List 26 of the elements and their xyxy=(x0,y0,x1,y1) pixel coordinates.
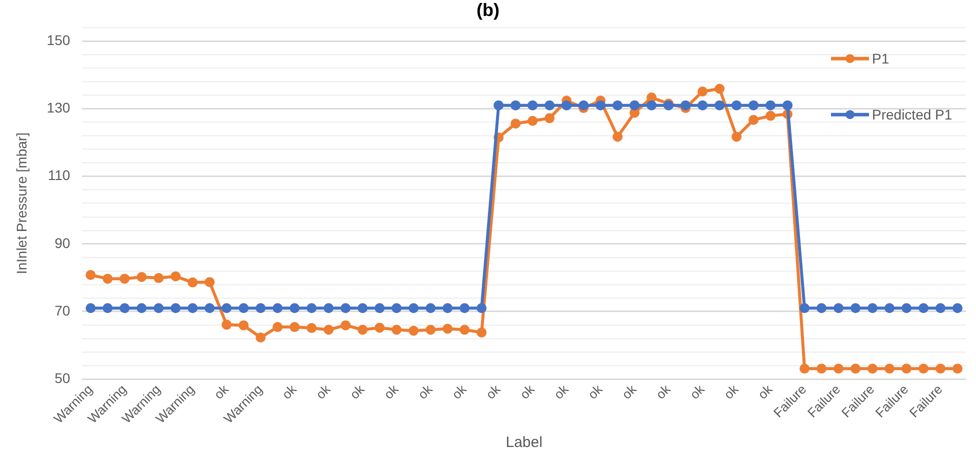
x-tick-label: ok xyxy=(312,381,334,402)
x-tick-label: ok xyxy=(652,381,674,402)
chart-title: (b) xyxy=(476,0,500,20)
y-tick-label: 70 xyxy=(54,302,70,318)
y-tick-label: 90 xyxy=(54,234,70,251)
y-tick-label: 150 xyxy=(46,32,70,48)
x-tick-label: ok xyxy=(414,381,436,402)
y-tick-label: 110 xyxy=(48,167,70,184)
legend-label: Predicted P1 xyxy=(872,106,952,122)
x-tick-label: ok xyxy=(754,381,776,402)
x-tick-label: ok xyxy=(346,381,368,402)
x-tick-label: ok xyxy=(448,381,470,402)
y-axis-title: InInlet Pressure [mbar] xyxy=(13,132,30,274)
x-tick-label: ok xyxy=(482,381,504,402)
x-tick-label: ok xyxy=(380,381,402,402)
x-tick-label: ok xyxy=(720,381,742,402)
x-tick-label: ok xyxy=(618,381,640,402)
x-tick-label: ok xyxy=(550,381,572,402)
x-tick-label: ok xyxy=(686,381,708,402)
y-tick-label: 50 xyxy=(54,370,70,386)
x-tick-label: ok xyxy=(516,381,538,402)
x-tick-label: ok xyxy=(278,381,300,402)
x-axis-title: Label xyxy=(506,434,542,452)
x-tick-label: ok xyxy=(584,381,606,402)
y-tick-label: 130 xyxy=(46,100,70,116)
legend-label: P1 xyxy=(872,50,890,66)
